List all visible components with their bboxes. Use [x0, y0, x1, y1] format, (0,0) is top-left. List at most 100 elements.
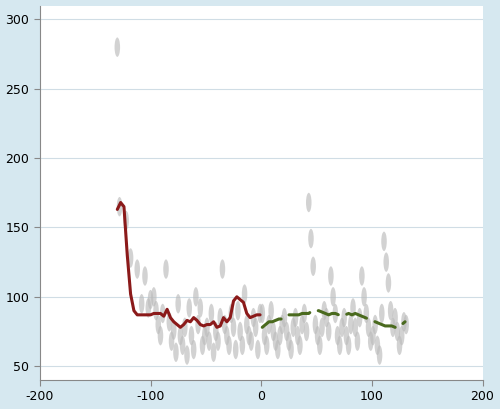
Ellipse shape	[346, 336, 352, 355]
Ellipse shape	[282, 308, 287, 327]
Ellipse shape	[297, 336, 302, 355]
Ellipse shape	[295, 326, 300, 345]
Ellipse shape	[169, 331, 174, 351]
Ellipse shape	[335, 326, 340, 345]
Ellipse shape	[242, 284, 248, 304]
Ellipse shape	[357, 308, 362, 327]
Ellipse shape	[332, 304, 338, 323]
Ellipse shape	[379, 304, 384, 323]
Ellipse shape	[246, 326, 252, 345]
Ellipse shape	[204, 318, 210, 337]
Ellipse shape	[193, 287, 198, 306]
Ellipse shape	[238, 322, 243, 341]
Ellipse shape	[228, 304, 234, 323]
Ellipse shape	[260, 304, 265, 323]
Ellipse shape	[386, 273, 391, 293]
Ellipse shape	[218, 308, 223, 327]
Ellipse shape	[176, 294, 181, 313]
Ellipse shape	[320, 318, 325, 337]
Ellipse shape	[142, 266, 148, 286]
Ellipse shape	[302, 304, 307, 323]
Ellipse shape	[139, 294, 144, 313]
Ellipse shape	[364, 304, 369, 323]
Ellipse shape	[262, 326, 268, 345]
Ellipse shape	[151, 287, 156, 306]
Ellipse shape	[306, 193, 312, 212]
Ellipse shape	[196, 315, 201, 334]
Ellipse shape	[384, 252, 389, 272]
Ellipse shape	[317, 336, 322, 355]
Ellipse shape	[404, 315, 409, 334]
Ellipse shape	[233, 340, 238, 359]
Ellipse shape	[312, 315, 318, 334]
Ellipse shape	[188, 326, 194, 345]
Ellipse shape	[268, 301, 274, 320]
Ellipse shape	[288, 340, 294, 359]
Ellipse shape	[206, 331, 212, 351]
Ellipse shape	[304, 322, 310, 341]
Ellipse shape	[372, 315, 378, 334]
Ellipse shape	[342, 308, 347, 327]
Ellipse shape	[326, 322, 332, 341]
Ellipse shape	[370, 326, 376, 345]
Ellipse shape	[230, 318, 236, 337]
Ellipse shape	[390, 318, 396, 337]
Ellipse shape	[224, 326, 230, 345]
Ellipse shape	[244, 315, 250, 334]
Ellipse shape	[292, 308, 298, 327]
Ellipse shape	[200, 336, 205, 355]
Ellipse shape	[264, 336, 270, 355]
Ellipse shape	[148, 290, 154, 309]
Ellipse shape	[154, 301, 159, 320]
Ellipse shape	[180, 336, 186, 355]
Ellipse shape	[344, 326, 349, 345]
Ellipse shape	[166, 312, 172, 331]
Ellipse shape	[178, 326, 183, 345]
Ellipse shape	[324, 308, 329, 327]
Ellipse shape	[128, 248, 134, 267]
Ellipse shape	[394, 322, 400, 341]
Ellipse shape	[354, 331, 360, 351]
Ellipse shape	[158, 326, 163, 345]
Ellipse shape	[310, 256, 316, 276]
Ellipse shape	[134, 259, 140, 279]
Ellipse shape	[211, 343, 216, 362]
Ellipse shape	[114, 38, 120, 57]
Ellipse shape	[392, 308, 398, 327]
Ellipse shape	[275, 340, 280, 359]
Ellipse shape	[156, 315, 161, 334]
Ellipse shape	[359, 266, 364, 286]
Ellipse shape	[266, 315, 272, 334]
Ellipse shape	[202, 326, 207, 345]
Ellipse shape	[366, 318, 372, 337]
Ellipse shape	[368, 331, 374, 351]
Ellipse shape	[339, 318, 344, 337]
Ellipse shape	[253, 318, 258, 337]
Ellipse shape	[182, 318, 188, 337]
Ellipse shape	[216, 331, 221, 351]
Ellipse shape	[277, 326, 283, 345]
Ellipse shape	[374, 336, 380, 355]
Ellipse shape	[290, 318, 296, 337]
Ellipse shape	[213, 322, 218, 341]
Ellipse shape	[255, 340, 260, 359]
Ellipse shape	[270, 322, 276, 341]
Ellipse shape	[337, 336, 342, 355]
Ellipse shape	[173, 343, 178, 362]
Ellipse shape	[352, 318, 358, 337]
Ellipse shape	[250, 308, 256, 327]
Ellipse shape	[226, 336, 232, 355]
Ellipse shape	[300, 315, 305, 334]
Ellipse shape	[146, 298, 151, 318]
Ellipse shape	[388, 301, 394, 320]
Ellipse shape	[198, 298, 203, 318]
Ellipse shape	[377, 345, 382, 365]
Ellipse shape	[222, 315, 228, 334]
Ellipse shape	[117, 197, 122, 216]
Ellipse shape	[163, 259, 169, 279]
Ellipse shape	[350, 298, 356, 318]
Ellipse shape	[171, 320, 176, 340]
Ellipse shape	[348, 315, 354, 334]
Ellipse shape	[258, 304, 263, 323]
Ellipse shape	[208, 304, 214, 323]
